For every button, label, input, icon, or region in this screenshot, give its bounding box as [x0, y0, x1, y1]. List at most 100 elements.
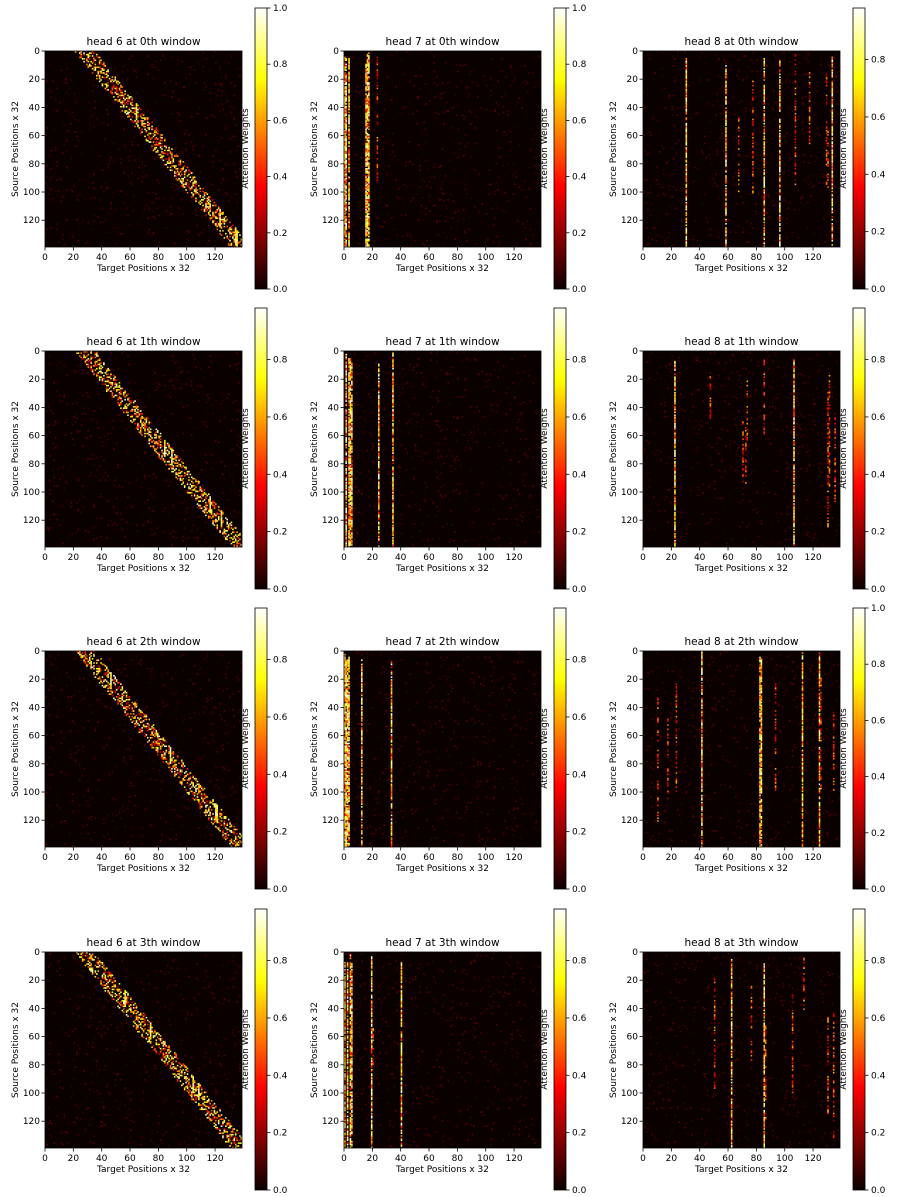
heatmap-cell: [412, 197, 414, 200]
heatmap-cell: [831, 179, 834, 181]
heatmap-cell: [202, 52, 204, 54]
heatmap-cell: [746, 76, 749, 78]
heatmap-cell: [98, 70, 101, 73]
heatmap-cell: [433, 79, 435, 81]
heatmap-cell: [124, 405, 126, 408]
heatmap-cell: [725, 156, 727, 159]
heatmap-cell: [344, 137, 346, 139]
heatmap-cell: [83, 353, 85, 356]
heatmap-cell: [172, 458, 175, 460]
heatmap-cell: [128, 114, 131, 117]
heatmap-cell: [52, 469, 54, 472]
heatmap-cell: [83, 52, 85, 54]
heatmap-cell: [195, 189, 197, 191]
heatmap-cell: [215, 224, 217, 226]
heatmap-cell: [205, 496, 207, 498]
heatmap-cell: [709, 234, 712, 236]
heatmap-cell: [215, 223, 217, 225]
heatmap-cell: [368, 183, 370, 186]
heatmap-cell: [512, 80, 515, 83]
heatmap-cell: [754, 203, 757, 205]
heatmap-cell: [200, 490, 203, 493]
heatmap-cell: [465, 193, 468, 195]
heatmap-cell: [67, 469, 70, 472]
heatmap-cell: [348, 67, 350, 70]
heatmap-cell: [207, 204, 210, 207]
heatmap-cell: [131, 410, 134, 412]
heatmap-cell: [725, 170, 727, 173]
heatmap-cell: [93, 196, 95, 198]
heatmap-cell: [368, 196, 370, 198]
heatmap-cell: [139, 156, 142, 159]
heatmap-cell: [87, 429, 90, 432]
heatmap-cell: [205, 207, 207, 210]
heatmap-cell: [468, 110, 471, 112]
heatmap-cell: [179, 470, 182, 473]
heatmap-cell: [762, 242, 764, 245]
heatmap-cell: [104, 87, 107, 90]
heatmap-cell: [171, 448, 173, 450]
heatmap-cell: [457, 156, 459, 159]
heatmap-cell: [198, 107, 200, 109]
heatmap-cell: [831, 162, 834, 164]
heatmap-cell: [725, 231, 727, 234]
heatmap-cell: [813, 184, 815, 187]
heatmap-cell: [183, 86, 186, 88]
heatmap-cell: [152, 453, 155, 456]
heatmap-cell: [348, 223, 350, 225]
heatmap-cell: [794, 70, 797, 73]
heatmap-cell: [779, 214, 781, 217]
heatmap-cell: [206, 401, 209, 404]
heatmap-cell: [685, 180, 688, 183]
heatmap-cell: [148, 141, 151, 143]
heatmap-cell: [752, 145, 754, 148]
heatmap-cell: [111, 427, 114, 429]
heatmap-cell: [750, 223, 753, 225]
heatmap-cell: [365, 129, 367, 132]
heatmap-cell: [348, 168, 350, 170]
heatmap-cell: [509, 66, 512, 69]
heatmap-cell: [429, 180, 431, 183]
heatmap-cell: [189, 172, 192, 174]
heatmap-cell: [736, 128, 739, 131]
heatmap-cell: [131, 144, 134, 146]
heatmap-cell: [368, 128, 370, 131]
heatmap-cell: [344, 72, 346, 74]
heatmap-cell: [674, 80, 676, 83]
heatmap-cell: [784, 231, 787, 234]
heatmap-cell: [685, 96, 688, 98]
heatmap-cell: [142, 114, 145, 117]
heatmap-cell: [162, 53, 165, 56]
heatmap-cell: [817, 103, 819, 105]
heatmap-cell: [376, 73, 379, 76]
heatmap-cell: [149, 493, 152, 495]
heatmap-cell: [139, 351, 142, 353]
heatmap-cell: [186, 492, 189, 494]
heatmap-cell: [207, 517, 210, 519]
heatmap-cell: [345, 204, 347, 207]
heatmap-cell: [161, 445, 163, 448]
heatmap-cell: [217, 189, 220, 191]
heatmap-cell: [188, 492, 190, 494]
heatmap-cell: [344, 63, 346, 66]
heatmap-cell: [190, 186, 193, 188]
heatmap-cell: [139, 431, 142, 433]
heatmap-cell: [205, 504, 207, 507]
heatmap-cell: [144, 165, 146, 167]
heatmap-cell: [345, 196, 347, 198]
heatmap-cell: [817, 242, 819, 245]
heatmap-cell: [46, 127, 48, 129]
heatmap-cell: [97, 56, 100, 59]
heatmap-cell: [237, 362, 240, 364]
heatmap-cell: [345, 89, 347, 91]
heatmap-cell: [365, 228, 367, 231]
heatmap-cell: [137, 121, 139, 124]
heatmap-cell: [127, 452, 129, 455]
heatmap-cell: [230, 232, 233, 235]
heatmap-cell: [725, 72, 727, 74]
heatmap-cell: [366, 170, 369, 173]
heatmap-cell: [725, 148, 727, 150]
heatmap-cell: [86, 355, 88, 357]
heatmap-cell: [178, 98, 180, 101]
heatmap-cell: [831, 186, 834, 188]
